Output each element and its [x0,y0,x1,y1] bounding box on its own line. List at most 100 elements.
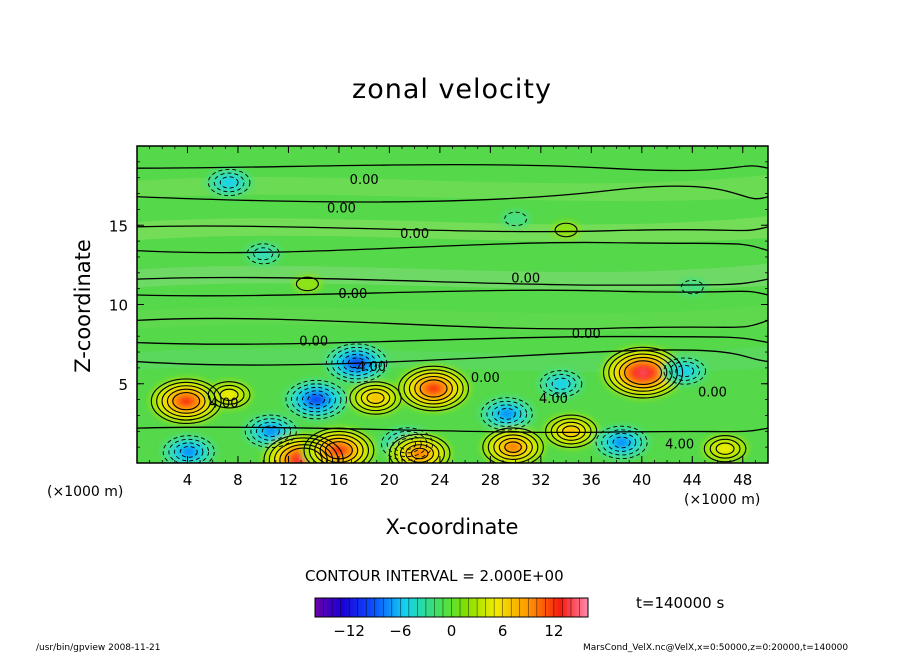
contour-line [261,425,280,438]
contour-line [539,370,583,398]
contour-line [680,279,704,295]
contour-line [244,414,297,448]
contour-line [246,243,280,265]
contour-line [504,441,522,453]
contour-line [172,392,201,411]
contour-label: 4.00 [665,438,694,453]
contour-line [399,440,440,463]
zero-contour [137,426,768,434]
contour-line [360,388,391,408]
contour-label: -4.00 [352,360,386,375]
negative-velocity-core [283,378,350,421]
contour-line [263,433,344,463]
zero-contour [137,335,768,345]
x-tick-label: 12 [279,471,298,489]
contour-line [256,421,286,441]
contour-line [162,435,215,463]
contour-line [497,408,516,420]
zero-contour [137,241,768,254]
contour-line [663,357,706,385]
contour-line [308,430,370,463]
time-label: t=140000 s [636,594,725,612]
contour-line [291,383,342,416]
contour-line [595,425,648,460]
contour-line [355,384,396,412]
negative-velocity-core [244,241,283,266]
y-ticks: 5 10 15 [109,161,768,448]
contour-line [480,397,533,431]
contour-line [606,432,637,452]
contour-line [715,442,735,455]
x-tick-label: 28 [481,471,500,489]
contour-line [336,350,377,376]
contour-line [284,447,323,463]
chart-title: zonal velocity [352,74,552,105]
contour-line [709,438,741,459]
contour-line [156,381,217,421]
contour-line [219,176,239,189]
contour-line [303,427,375,463]
contour-line [207,381,251,409]
colorbar-tick-label: 0 [447,622,457,640]
contour-label: 0.00 [511,271,540,286]
background-band [137,216,768,243]
contour-line [213,172,245,193]
colorbar-tick-label: −12 [333,622,365,640]
zero-contour [137,289,768,297]
contour-lines [137,163,768,463]
zero-contour [137,225,768,233]
contour-line [410,447,429,460]
y-tick-label: 10 [109,297,128,315]
contour-line [602,346,684,399]
contour-line [388,433,451,463]
x-tick-label: 48 [733,471,752,489]
x-tick-label: 24 [430,471,449,489]
zero-contour [137,185,768,203]
x-unit-right: (×1000 m) [684,492,761,508]
contour-line [613,353,673,392]
contour-line [179,446,198,458]
contour-line [296,386,336,413]
contour-line [386,430,428,458]
x-unit-left: (×1000 m) [47,484,124,500]
x-tick-label: 40 [632,471,651,489]
contour-line [250,418,292,445]
contour-line [703,435,747,463]
contour-line [174,442,204,462]
contour-line [492,404,522,424]
contour-line [498,437,528,457]
contour-line [556,421,586,441]
contour-line [408,372,459,405]
contour-label: 4.00 [210,397,239,412]
contour-label: 0.00 [299,335,328,350]
contour-line [331,346,382,380]
positive-velocity-core [386,432,453,463]
x-tick-label: 4 [183,471,193,489]
contour-line [274,440,334,463]
contour-line [213,384,245,405]
positive-velocity-core [701,433,749,463]
contour-line [405,444,434,463]
zero-contour [137,317,768,330]
x-tick-label: 16 [329,471,348,489]
footer-right: MarsCond_VelX.nc@VelX,x=0:50000,z=0:2000… [583,643,849,653]
x-tick-label: 8 [233,471,243,489]
contour-label: 0.00 [471,371,500,386]
contour-line [349,381,402,415]
contour-line [562,425,581,438]
contour-interval: CONTOUR INTERVAL = 2.000E+00 [305,567,564,585]
negative-velocity-core [500,209,531,228]
contour-line [482,427,544,463]
x-tick-label: 32 [531,471,550,489]
contour-label: 0.00 [698,385,727,400]
contour-line [493,434,533,460]
colorbar-divisions [323,598,580,617]
zero-contour [137,163,768,172]
zero-contour [137,276,768,286]
positive-velocity-core [395,364,472,413]
contour-line [307,393,325,406]
x-axis-label: X-coordinate [385,515,519,539]
contour-line [612,436,631,449]
x-tick-label: 44 [683,471,702,489]
